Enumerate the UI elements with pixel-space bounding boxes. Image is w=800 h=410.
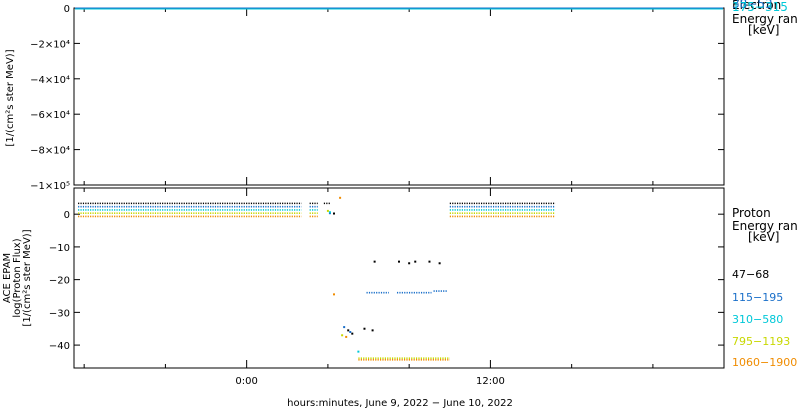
proton-data-point: [351, 332, 354, 335]
electron-series: [75, 7, 723, 10]
proton-data-point: [333, 293, 335, 296]
proton-y-axis-label-line3: [1/(cm²s ster MeV)]: [22, 229, 33, 326]
electron-y-axis-label: [1/(cm²s ster MeV)]: [5, 49, 16, 146]
electron-y-tick-label: −2×10⁴: [30, 39, 70, 50]
proton-legend-entry-4: 795−1193: [732, 335, 790, 348]
proton-series: [78, 196, 556, 361]
proton-legend-title-line3: [keV]: [748, 230, 779, 244]
proton-y-tick-label: −20: [49, 276, 70, 287]
proton-y-ticks: 0 −10 −20 −30 −40: [49, 210, 724, 352]
proton-legend-entry-1: 47−68: [732, 268, 769, 281]
proton-y-tick-label: −10: [49, 243, 70, 254]
proton-data-point: [343, 326, 346, 329]
proton-data-point: [438, 262, 441, 265]
electron-x-ticks: [83, 8, 654, 185]
proton-y-axis-label-line2: log(Proton Flux): [12, 238, 23, 317]
electron-y-tick-label: −6×10⁴: [30, 110, 70, 121]
proton-data-point: [408, 262, 411, 265]
proton-x-ticks: [83, 188, 654, 368]
electron-y-tick-label: −1×10⁵: [30, 181, 70, 192]
proton-panel: 0 −10 −20 −30 −40 ACE EPAM log(Proton Flux) …: [2, 187, 798, 369]
proton-y-axis-label: ACE EPAM log(Proton Flux) [1/(cm²s ster …: [2, 229, 33, 326]
proton-legend-title-line2: Energy ran: [732, 219, 798, 233]
proton-data-point: [428, 260, 431, 263]
proton-data-point: [345, 335, 348, 338]
electron-legend-title-line1: Electron: [732, 0, 781, 12]
proton-data-point: [339, 196, 342, 199]
proton-data-point: [326, 209, 329, 212]
electron-plot-frame: [73, 7, 725, 186]
proton-legend-entry-3: 310−580: [732, 313, 783, 326]
proton-data-point: [328, 211, 331, 214]
proton-y-tick-label: 0: [64, 210, 70, 221]
proton-data-point: [341, 334, 344, 337]
proton-data-point: [333, 212, 335, 215]
proton-legend-entry-2: 115−195: [732, 291, 783, 304]
proton-data-point: [349, 331, 352, 333]
proton-data-point: [373, 260, 376, 263]
proton-y-tick-label: −40: [49, 341, 70, 352]
proton-y-axis-label-line1: ACE EPAM: [2, 253, 13, 303]
proton-data-point: [347, 329, 350, 332]
proton-y-tick-label: −30: [49, 308, 70, 319]
proton-data-point: [398, 260, 400, 263]
proton-legend-entry-5: 1060−1900: [732, 356, 797, 369]
electron-y-tick-label: −4×10⁴: [30, 75, 70, 86]
x-tick-label: 12:00: [476, 376, 505, 387]
x-tick-label: 0:00: [235, 376, 257, 387]
electron-legend-entry-1: 38−53: [732, 0, 773, 11]
proton-data-point: [414, 260, 417, 263]
x-axis-label: hours:minutes, June 9, 2022 − June 10, 2…: [287, 398, 513, 409]
proton-legend: Proton Energy ran [keV] 47−68 115−195 31…: [732, 206, 798, 369]
electron-legend-title-line3: [keV]: [748, 23, 779, 37]
electron-panel: 0 −2×10⁴ −4×10⁴ −6×10⁴ −8×10⁴ −1×10⁵ [1/(cm²s…: [5, 0, 798, 192]
proton-legend-title-line1: Proton: [732, 206, 771, 220]
electron-legend-title-line2: Energy ran: [732, 12, 798, 26]
proton-data-point: [363, 327, 366, 330]
x-tick-labels: 0:00 12:00: [235, 376, 504, 387]
electron-legend: Electron 38−53 175−315 Energy ran [keV]: [732, 0, 798, 37]
proton-plot-frame: [73, 187, 725, 369]
electron-legend-entry-2: 175−315: [732, 0, 788, 14]
proton-data-point: [357, 350, 360, 353]
electron-y-ticks: 0 −2×10⁴ −4×10⁴ −6×10⁴ −8×10⁴ −1×10⁵: [30, 4, 724, 192]
proton-data-point: [371, 329, 374, 332]
electron-y-tick-label: 0: [64, 4, 70, 15]
electron-y-tick-label: −8×10⁴: [30, 146, 70, 157]
